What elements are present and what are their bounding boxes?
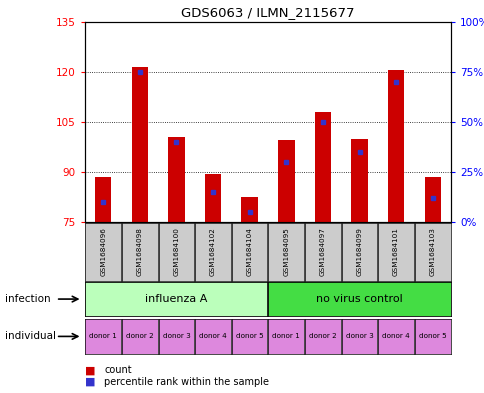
Text: no virus control: no virus control <box>316 294 402 304</box>
Text: donor 4: donor 4 <box>199 333 227 340</box>
Text: donor 3: donor 3 <box>345 333 373 340</box>
Bar <box>424 177 440 222</box>
Text: individual: individual <box>5 331 56 342</box>
Text: donor 1: donor 1 <box>272 333 300 340</box>
Text: GSM1684101: GSM1684101 <box>393 228 398 276</box>
Text: GSM1684102: GSM1684102 <box>210 228 215 276</box>
Text: GSM1684095: GSM1684095 <box>283 228 288 276</box>
Bar <box>277 140 294 222</box>
Text: influenza A: influenza A <box>145 294 207 304</box>
Text: ■: ■ <box>85 365 95 375</box>
Bar <box>131 67 148 222</box>
Text: donor 3: donor 3 <box>162 333 190 340</box>
Text: donor 5: donor 5 <box>418 333 446 340</box>
Bar <box>168 137 184 222</box>
Bar <box>95 177 111 222</box>
Text: donor 2: donor 2 <box>126 333 153 340</box>
Bar <box>204 174 221 222</box>
Bar <box>241 197 257 222</box>
Text: GSM1684104: GSM1684104 <box>246 228 252 276</box>
Text: GSM1684103: GSM1684103 <box>429 228 435 276</box>
Text: infection: infection <box>5 294 50 304</box>
Text: donor 2: donor 2 <box>308 333 336 340</box>
Text: donor 4: donor 4 <box>381 333 409 340</box>
Text: GSM1684099: GSM1684099 <box>356 228 362 276</box>
Text: GSM1684097: GSM1684097 <box>319 228 325 276</box>
Text: GSM1684098: GSM1684098 <box>136 228 142 276</box>
Text: percentile rank within the sample: percentile rank within the sample <box>104 377 269 387</box>
Text: GSM1684100: GSM1684100 <box>173 228 179 276</box>
Text: GSM1684096: GSM1684096 <box>100 228 106 276</box>
Text: donor 1: donor 1 <box>89 333 117 340</box>
Text: ■: ■ <box>85 377 95 387</box>
Bar <box>387 70 404 222</box>
Text: donor 5: donor 5 <box>235 333 263 340</box>
Text: count: count <box>104 365 132 375</box>
Bar <box>350 138 367 222</box>
Title: GDS6063 / ILMN_2115677: GDS6063 / ILMN_2115677 <box>181 6 354 19</box>
Bar <box>314 112 331 222</box>
